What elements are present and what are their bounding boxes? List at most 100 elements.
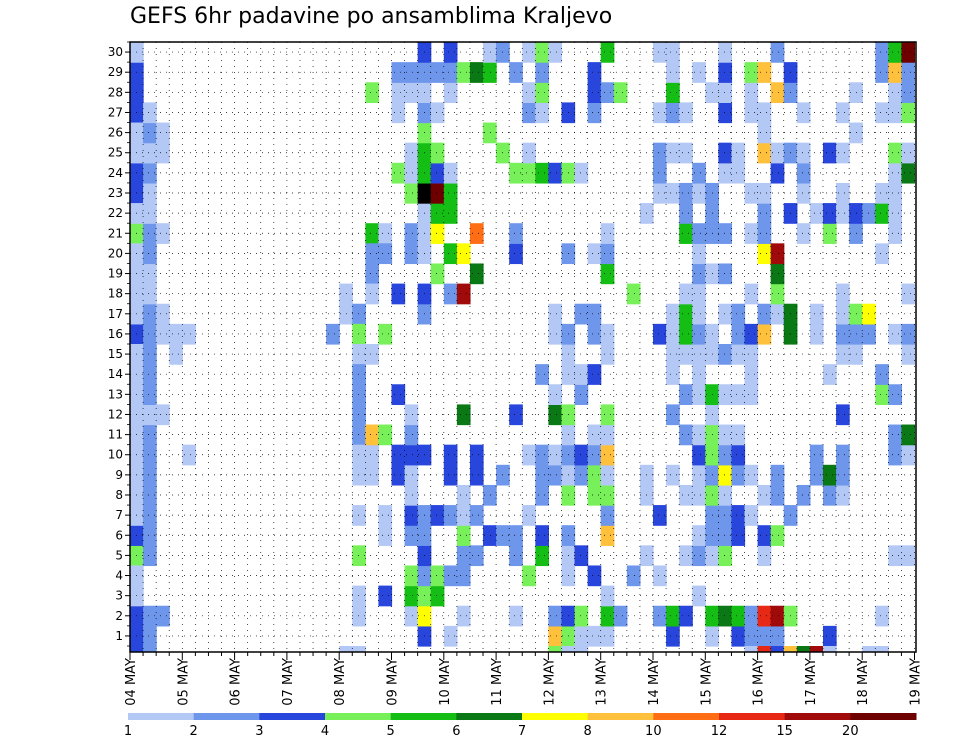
heatmap-cell (744, 384, 759, 405)
x-tick-label: 11 MAY (490, 658, 505, 706)
heatmap-cell (809, 203, 824, 224)
x-tick-label: 07 MAY (281, 658, 296, 706)
heatmap-cell (679, 142, 693, 164)
heatmap-cell (849, 203, 863, 224)
heatmap-cell (744, 505, 759, 526)
heatmap-cell (561, 646, 576, 652)
heatmap-cell (352, 605, 366, 627)
y-tick-label: 20 (108, 246, 123, 260)
heatmap-cell (509, 243, 523, 265)
heatmap-cell (718, 82, 733, 103)
heatmap-cell (352, 384, 366, 405)
heatmap-cell (143, 203, 157, 224)
heatmap-cell (483, 122, 497, 144)
heatmap-cell (718, 444, 733, 466)
heatmap-cell (143, 182, 157, 204)
heatmap-cell (143, 323, 157, 345)
y-tick-label: 25 (108, 146, 123, 160)
legend-swatch (390, 713, 457, 720)
heatmap-cell (888, 62, 903, 83)
x-tick-label: 05 MAY (176, 658, 191, 706)
heatmap-cell (744, 625, 759, 647)
legend-label: 1 (124, 724, 132, 739)
heatmap-cell (522, 42, 536, 63)
legend-label: 12 (711, 724, 728, 739)
heatmap-cell (666, 142, 680, 164)
heatmap-cell (666, 404, 680, 426)
heatmap-cell (430, 203, 445, 224)
heatmap-cell (862, 303, 876, 325)
heatmap-cell (600, 424, 615, 446)
heatmap-cell (456, 565, 471, 587)
chart-title: GEFS 6hr padavine po ansamblima Kraljevo (130, 4, 613, 29)
heatmap-cell (404, 162, 419, 184)
heatmap-cell (888, 223, 903, 244)
heatmap-cell (757, 203, 772, 224)
heatmap-cell (679, 605, 693, 627)
heatmap-cell (901, 142, 916, 164)
y-tick-label: 27 (108, 105, 123, 119)
heatmap-cell (352, 303, 366, 325)
heatmap-cell (600, 585, 615, 607)
heatmap-cell (404, 142, 419, 164)
heatmap-cell (862, 203, 876, 224)
heatmap-cell (809, 323, 824, 345)
heatmap-cell (757, 303, 772, 325)
heatmap-cell (849, 223, 863, 244)
heatmap-cell (587, 243, 602, 265)
heatmap-cell (548, 384, 563, 405)
heatmap-cell (822, 484, 837, 506)
heatmap-cell (365, 263, 380, 285)
heatmap-cell (731, 505, 746, 526)
heatmap-cell (757, 646, 772, 652)
heatmap-cell (143, 384, 157, 405)
heatmap-cell (901, 42, 916, 63)
heatmap-cell (692, 182, 706, 204)
heatmap-cell (600, 42, 615, 63)
heatmap-cell (535, 484, 549, 506)
heatmap-cell (731, 605, 746, 627)
heatmap-cell (469, 223, 484, 244)
heatmap-cell (692, 283, 706, 305)
heatmap-cell (509, 162, 523, 184)
heatmap-cell (770, 142, 785, 164)
heatmap-cell (626, 283, 641, 305)
heatmap-cell (391, 464, 406, 486)
heatmap-cell (326, 323, 340, 345)
heatmap-cell (587, 303, 602, 325)
heatmap-cell (718, 525, 733, 546)
heatmap-cell (888, 182, 903, 204)
heatmap-cell (600, 223, 615, 244)
heatmap-cell (378, 525, 393, 546)
heatmap-cell (483, 525, 497, 546)
heatmap-cell (679, 384, 693, 405)
x-tick-label: 10 MAY (438, 658, 453, 706)
color-legend: 1 2 3 4 5 6 7 8 10 12 15 20 (124, 713, 917, 739)
heatmap-cell (744, 223, 759, 244)
x-tick-label: 15 MAY (699, 658, 714, 706)
heatmap-cell (744, 344, 759, 365)
heatmap-cell (875, 203, 889, 224)
heatmap-cell (809, 303, 824, 325)
heatmap-cell (352, 585, 366, 607)
heatmap-cell (653, 565, 667, 587)
heatmap-cell (692, 585, 706, 607)
heatmap-cell (731, 444, 746, 466)
heatmap-cell (875, 243, 889, 265)
heatmap-cell (822, 646, 837, 652)
heatmap-cell (182, 323, 196, 345)
heatmap-cell (862, 646, 876, 652)
y-tick-label: 19 (108, 267, 123, 281)
heatmap-cell (679, 203, 693, 224)
heatmap-cell (783, 646, 798, 652)
heatmap-cell (378, 243, 393, 265)
heatmap-cell (143, 646, 157, 652)
heatmap-cell (404, 82, 419, 103)
heatmap-cell (352, 444, 366, 466)
heatmap-cell (535, 62, 549, 83)
heatmap-cell (692, 545, 706, 567)
heatmap-cell (679, 102, 693, 124)
heatmap-cell (692, 243, 706, 265)
heatmap-cell (391, 82, 406, 103)
heatmap-cell (875, 42, 889, 63)
